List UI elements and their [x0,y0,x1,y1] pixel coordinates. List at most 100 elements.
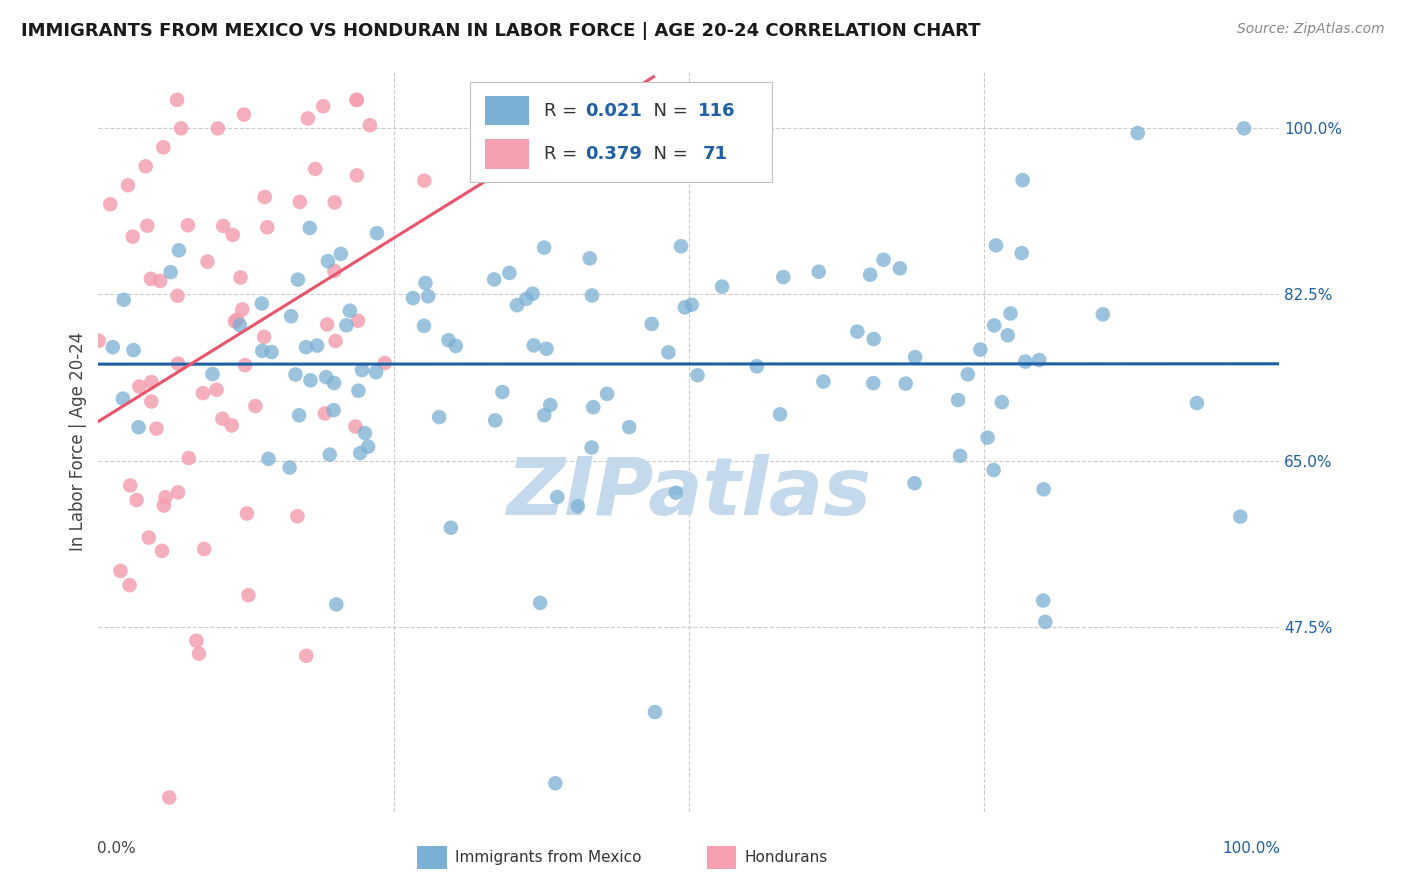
Point [287,509,309,524]
Point [287,272,309,286]
Point [946,392,969,407]
Point [681,298,703,312]
FancyBboxPatch shape [485,95,530,126]
Point [364,365,387,379]
Point [136,219,159,233]
Point [582,401,605,415]
Point [346,169,368,183]
Point [315,370,337,384]
Point [238,588,260,602]
Point [229,270,252,285]
Point [325,334,347,348]
Point [1032,483,1054,497]
FancyBboxPatch shape [707,846,737,870]
Point [374,356,396,370]
Point [257,451,280,466]
Point [299,373,322,387]
Point [304,161,326,176]
Point [546,490,568,504]
Point [170,121,193,136]
Point [846,325,869,339]
Point [578,252,600,266]
Point [352,363,374,377]
Point [177,451,200,466]
Point [155,491,177,505]
Point [976,431,998,445]
Point [329,247,352,261]
Point [538,398,561,412]
Point [484,413,506,427]
Point [314,407,336,421]
Point [344,419,367,434]
Point [229,318,252,333]
Point [1014,354,1036,368]
Point [544,776,567,790]
Point [121,229,143,244]
Point [769,407,792,421]
Point [402,291,425,305]
Point [312,99,335,113]
Point [346,93,368,107]
Point [325,598,347,612]
Point [166,289,188,303]
Text: 0.0%: 0.0% [97,841,136,856]
Point [250,296,273,310]
Point [307,338,329,352]
Point [983,318,1005,333]
Text: Immigrants from Mexico: Immigrants from Mexico [456,850,641,865]
Point [673,301,696,315]
Point [1091,307,1114,321]
Point [222,227,245,242]
Point [983,463,1005,477]
Point [440,521,463,535]
Point [256,220,278,235]
Point [188,647,211,661]
Point [201,367,224,381]
Point [167,485,190,500]
Point [205,383,228,397]
Point [335,318,357,333]
Point [252,343,274,358]
Point [224,314,246,328]
Point [322,403,344,417]
Point [641,317,664,331]
Point [619,420,641,434]
Point [1185,396,1208,410]
Point [298,221,321,235]
Point [859,268,882,282]
Point [157,790,180,805]
Point [695,158,717,172]
Point [111,392,134,406]
Point [159,265,181,279]
Point [141,394,163,409]
Point [1011,246,1033,260]
Point [357,440,380,454]
Point [117,178,139,193]
Point [969,343,991,357]
Point [657,345,679,359]
Point [491,384,513,399]
Point [197,254,219,268]
Point [686,368,709,383]
Text: Hondurans: Hondurans [744,850,828,865]
Point [101,340,124,354]
Point [415,276,437,290]
Point [515,292,537,306]
Point [522,286,544,301]
Point [253,190,276,204]
Point [413,174,436,188]
Point [468,168,491,182]
Point [1032,593,1054,607]
Text: ZIPatlas: ZIPatlas [506,454,872,533]
Point [665,485,688,500]
Point [1033,615,1056,629]
Point [150,544,173,558]
Point [221,418,243,433]
Point [288,409,311,423]
Point [437,333,460,347]
Text: 100.0%: 100.0% [1223,841,1281,856]
Point [295,340,318,354]
Point [138,531,160,545]
Point [87,334,110,348]
Text: R =: R = [544,145,582,163]
